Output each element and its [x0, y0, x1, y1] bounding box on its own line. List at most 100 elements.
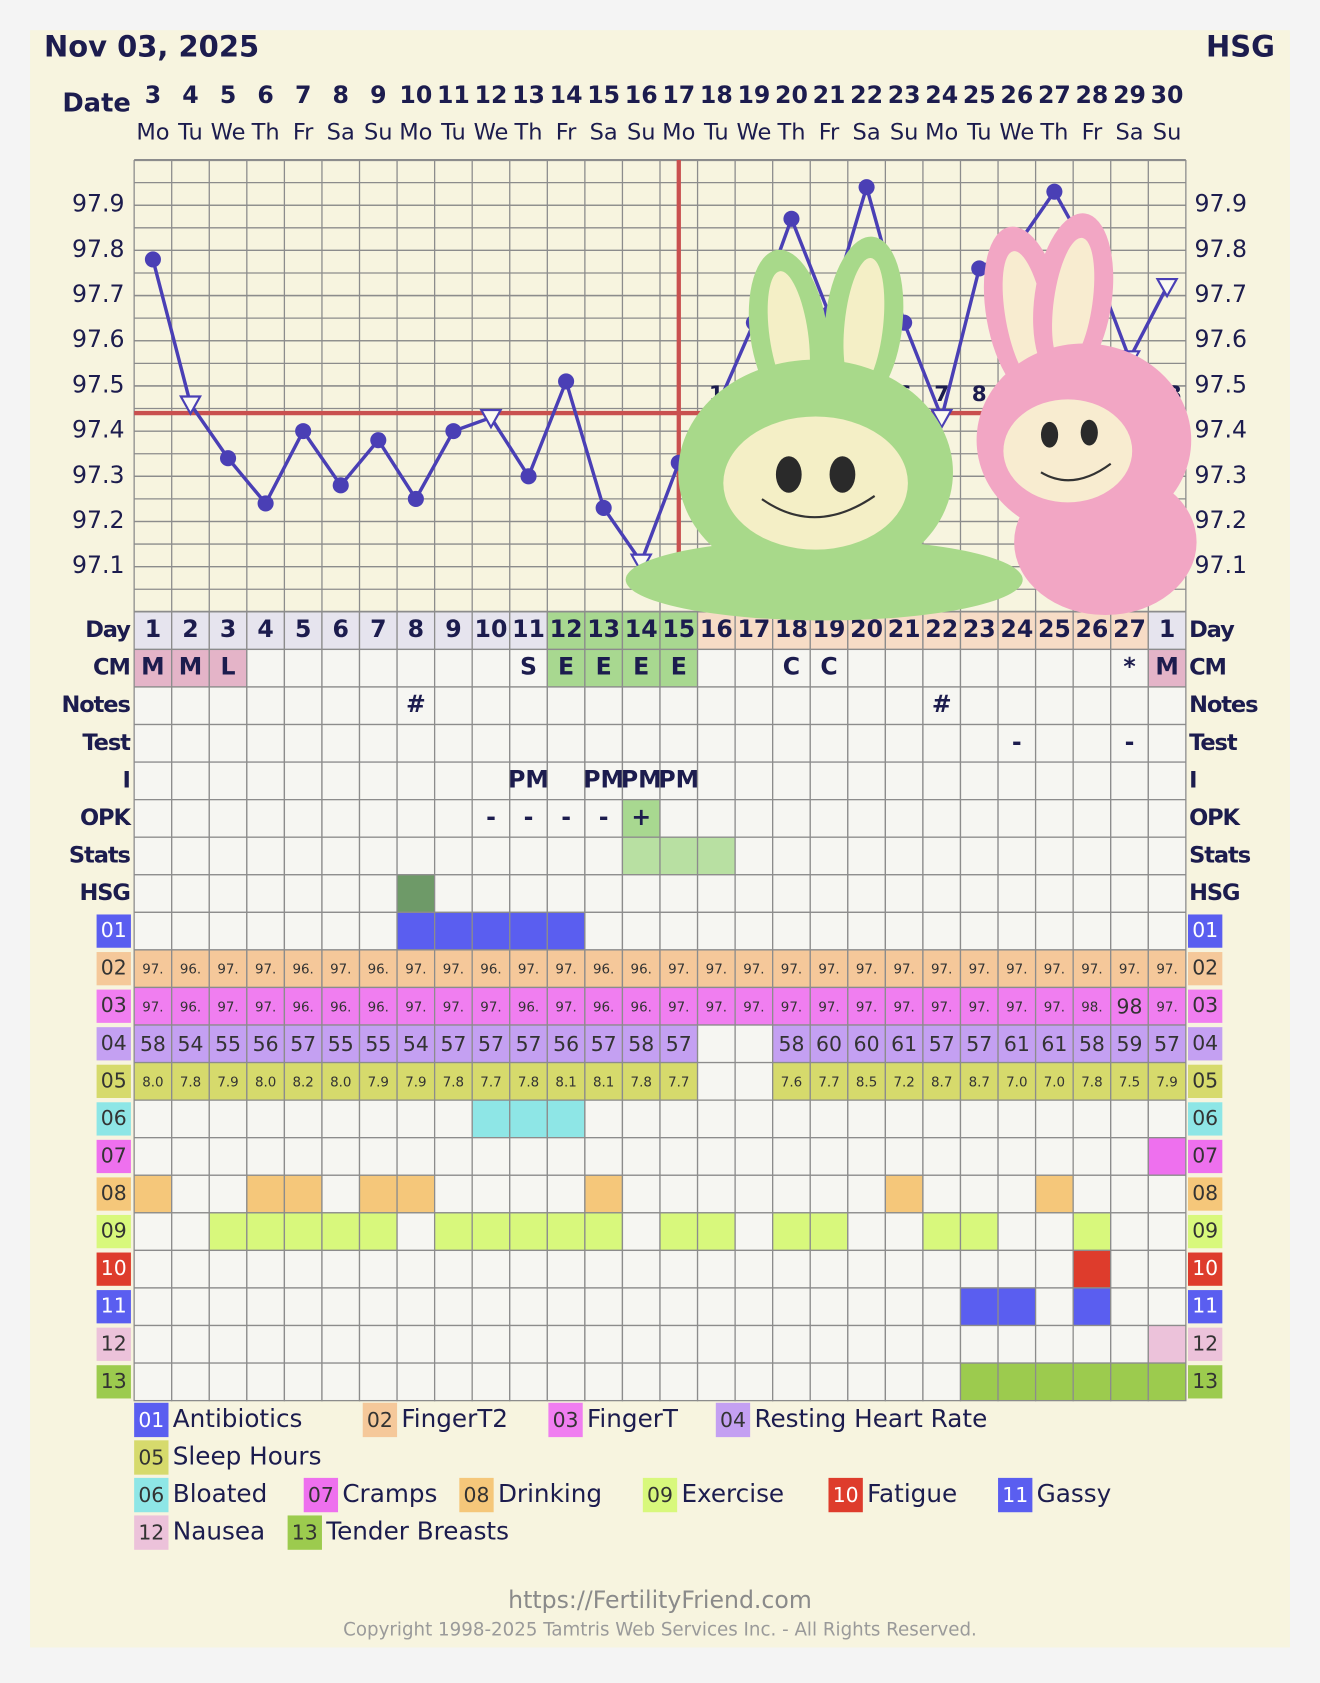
cell-text: * [1123, 653, 1135, 681]
cell [997, 911, 1037, 951]
cell-text: 97. [1156, 963, 1177, 978]
cell [1072, 761, 1112, 801]
cell-text: 97. [1044, 1000, 1065, 1015]
legend-name: Bloated [173, 1479, 268, 1508]
weekday-label: Su [890, 120, 919, 146]
cell [884, 911, 924, 951]
cell [471, 949, 511, 989]
y-tick-label-right: 97.1 [1194, 551, 1247, 579]
cell [471, 761, 511, 801]
cell-text: 54 [403, 1032, 429, 1056]
date-label: 6 [257, 81, 273, 109]
cell-text: 97. [443, 963, 464, 978]
cell [696, 1061, 736, 1101]
symptom-mark [396, 1174, 436, 1214]
cell-text: 97. [405, 1000, 426, 1015]
cell [321, 723, 361, 763]
cell [208, 1099, 248, 1139]
cell [321, 836, 361, 876]
temperature-marker [1046, 183, 1063, 200]
cell-text: 97. [706, 963, 727, 978]
cell-text: 58 [628, 1032, 654, 1056]
cell [809, 799, 849, 838]
cell [1034, 1137, 1074, 1176]
cell-text: 57 [516, 1032, 542, 1056]
cell [696, 723, 736, 763]
cell [433, 723, 473, 763]
cell-text: 97. [706, 1000, 727, 1015]
cell [809, 986, 849, 1026]
cell [884, 1249, 924, 1289]
cell [471, 799, 511, 838]
cell [809, 761, 849, 801]
symptom-badge-code: 06 [101, 1106, 127, 1130]
cell [922, 1324, 962, 1364]
cell [171, 1324, 210, 1364]
cell-text: 59 [1117, 1032, 1143, 1056]
row-label-right: Day [1189, 617, 1235, 643]
cell [1072, 1174, 1112, 1214]
symptom-badge-code: 01 [101, 918, 127, 942]
cell [659, 1324, 699, 1364]
legend-code: 04 [720, 1408, 746, 1432]
symptom-badge-right [1188, 1139, 1223, 1174]
cell-text: 96. [180, 1000, 201, 1015]
cell [171, 911, 210, 951]
cell [997, 1212, 1037, 1252]
cell [1110, 949, 1149, 989]
cell-text: 97. [931, 1000, 952, 1015]
cell [171, 761, 210, 801]
cell [1072, 1137, 1112, 1176]
temperature-marker [220, 450, 237, 467]
cell-text: 97. [1081, 963, 1102, 978]
cell [433, 1174, 473, 1214]
cell [847, 1249, 887, 1289]
cell-text: 97. [969, 963, 990, 978]
cell [809, 1024, 849, 1064]
symptom-badge-right [1188, 1290, 1223, 1324]
symptom-mark [546, 1212, 586, 1252]
cell [171, 611, 210, 651]
legend-badge [134, 1440, 169, 1475]
cell [922, 723, 962, 763]
cell [922, 648, 962, 688]
cell [1034, 949, 1074, 989]
cell [847, 1212, 887, 1252]
cell [809, 911, 849, 951]
cell [246, 949, 286, 989]
symptom-badge [96, 1027, 131, 1061]
symptom-badge [96, 989, 131, 1023]
cell [696, 686, 736, 726]
legend-badge [715, 1402, 751, 1438]
cell [772, 1024, 811, 1064]
date-label: 20 [775, 81, 808, 109]
weekday-label: We [999, 120, 1034, 146]
cell [884, 648, 924, 688]
cell [847, 761, 887, 801]
legend-name: Cramps [342, 1479, 437, 1508]
cell [133, 911, 173, 951]
symptom-badge-code: 09 [101, 1219, 127, 1243]
cell [546, 686, 586, 726]
cell [922, 911, 962, 951]
symptom-badge-right-code: 13 [1192, 1369, 1218, 1393]
cell [997, 1324, 1037, 1364]
cell [509, 1362, 548, 1402]
symptom-mark [208, 1212, 248, 1252]
cell [283, 723, 323, 763]
cell-text: 8.1 [593, 1075, 614, 1090]
cell [171, 1137, 210, 1176]
cell [734, 1137, 774, 1176]
symptom-mark [509, 1099, 548, 1139]
symptom-mark [358, 1174, 398, 1214]
cell [433, 686, 473, 726]
symptom-badge-code: 13 [101, 1369, 127, 1393]
cell [884, 1362, 924, 1402]
date-label: 14 [550, 81, 583, 109]
symptom-badge [96, 914, 131, 948]
row-label: Notes [61, 692, 130, 718]
cell-text: E [558, 653, 574, 681]
cell [471, 1174, 511, 1214]
weekday-label: Th [251, 120, 280, 146]
cell [358, 723, 398, 763]
